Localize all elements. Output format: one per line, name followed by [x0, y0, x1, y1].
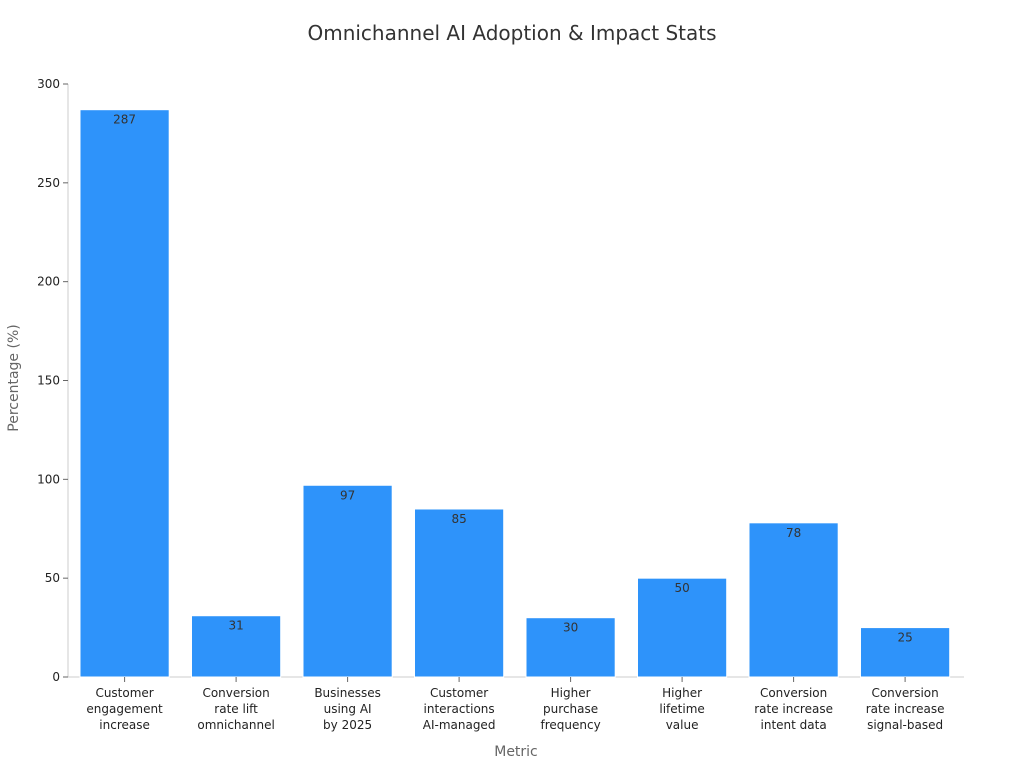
bar-value-label: 97 [340, 488, 355, 502]
y-tick-label: 50 [45, 571, 60, 585]
x-tick-label: rate increase [754, 702, 833, 716]
x-axis-labels: Customer engagement increase Conversion rate… [86, 677, 944, 732]
bar-value-label: 287 [113, 113, 136, 127]
chart-title: Omnichannel AI Adoption & Impact Stats [307, 21, 716, 45]
bar[interactable] [191, 615, 282, 678]
x-tick-label: rate lift [214, 702, 258, 716]
bar-value-label: 25 [897, 631, 912, 645]
x-tick-label: omnichannel [197, 718, 274, 732]
x-tick-label: AI-managed [423, 718, 496, 732]
x-tick-label: Higher [662, 686, 702, 700]
x-tick-label: Conversion [760, 686, 827, 700]
x-axis-title: Metric [494, 744, 538, 760]
x-tick-label: signal-based [867, 718, 943, 732]
data-labels-group: 287 31 97 85 30 50 78 25 [113, 113, 913, 645]
x-tick-label: rate increase [866, 702, 945, 716]
y-axis-ticks: 0 50 100 150 200 250 300 [37, 77, 68, 684]
y-axis-title: Percentage (%) [6, 324, 22, 431]
x-tick-label: intent data [761, 718, 827, 732]
bar-value-label: 78 [786, 526, 801, 540]
y-tick-label: 100 [37, 472, 60, 486]
x-tick-label: Higher [551, 686, 591, 700]
x-tick-label: interactions [424, 702, 495, 716]
y-tick-label: 0 [52, 670, 60, 684]
x-tick-label: value [666, 718, 699, 732]
x-tick-label: increase [99, 718, 150, 732]
x-tick-label: Businesses [314, 686, 381, 700]
bar[interactable] [748, 522, 839, 678]
x-tick-label: purchase [543, 702, 598, 716]
bars-group [79, 109, 951, 678]
bar[interactable] [79, 109, 170, 678]
bar-value-label: 30 [563, 621, 578, 635]
x-tick-label: Customer [95, 686, 153, 700]
x-tick-label: by 2025 [323, 718, 372, 732]
y-tick-label: 150 [37, 374, 60, 388]
x-tick-label: Customer [430, 686, 488, 700]
x-tick-label: Conversion [202, 686, 269, 700]
y-tick-label: 250 [37, 176, 60, 190]
y-tick-label: 200 [37, 275, 60, 289]
bar-value-label: 31 [228, 619, 243, 633]
bar[interactable] [302, 484, 393, 678]
bar-value-label: 85 [451, 512, 466, 526]
x-tick-label: engagement [86, 702, 163, 716]
y-tick-label: 300 [37, 77, 60, 91]
x-tick-label: Conversion [871, 686, 938, 700]
x-tick-label: frequency [541, 718, 601, 732]
bar-value-label: 50 [674, 581, 689, 595]
x-tick-label: using AI [324, 702, 372, 716]
bar[interactable] [414, 508, 505, 678]
x-tick-label: lifetime [659, 702, 704, 716]
